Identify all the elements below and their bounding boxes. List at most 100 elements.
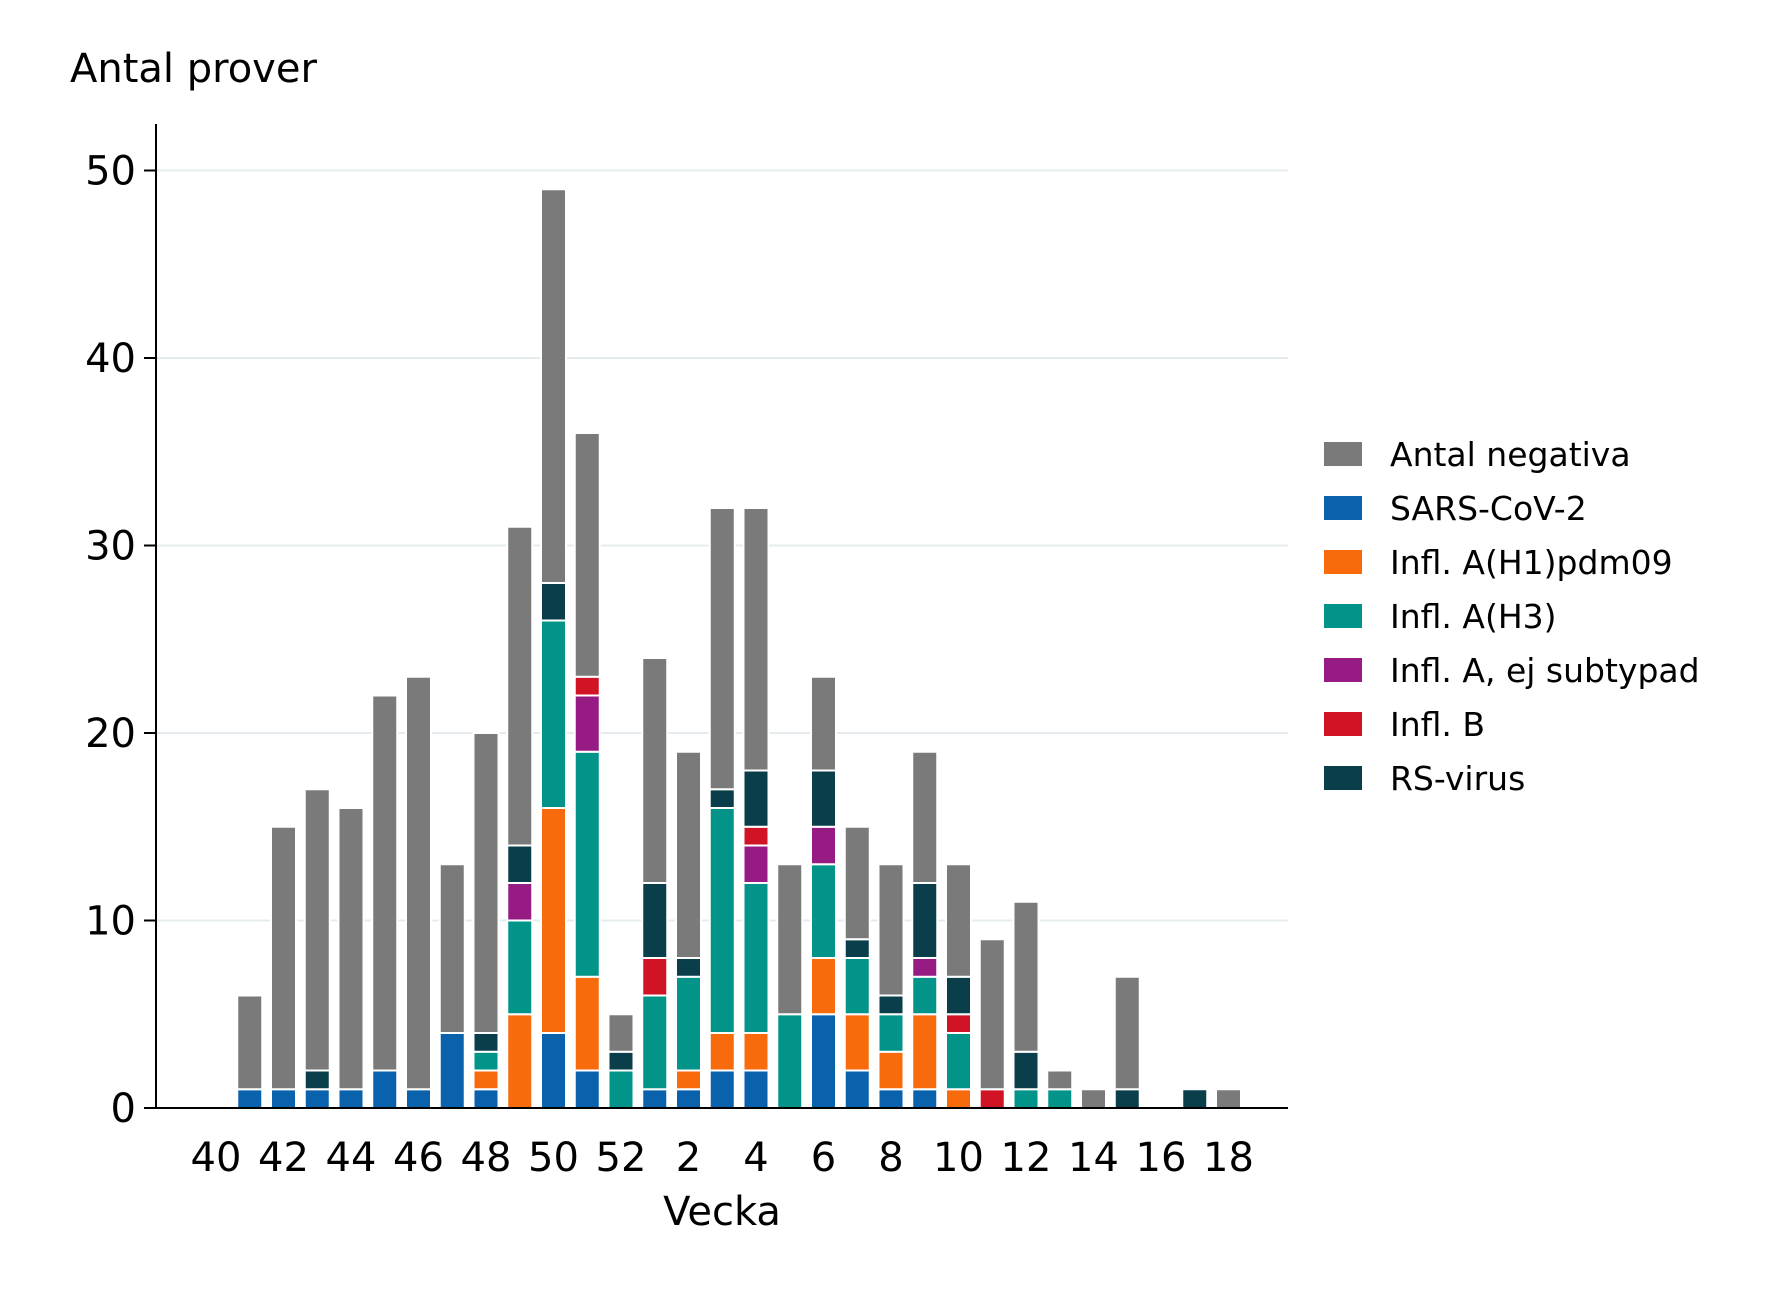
- y-axis-ticks: 0 10 20 30 40 50: [85, 149, 156, 1132]
- legend-swatch: [1324, 766, 1362, 790]
- bar-segment: [641, 882, 669, 959]
- bar-segment: [776, 1013, 804, 1109]
- bar-segment: [810, 863, 837, 959]
- bar-segment: [810, 769, 837, 828]
- bar-segment: [472, 1050, 500, 1072]
- bar-segment: [911, 975, 939, 1016]
- bar-segment: [607, 1050, 635, 1072]
- legend-item: SARS-CoV-2: [1324, 489, 1587, 528]
- bar-segment: [911, 882, 939, 959]
- bar-segment: [270, 1088, 297, 1109]
- bar-segment: [236, 1088, 264, 1109]
- bar-segment: [945, 1088, 972, 1109]
- bar-segment: [810, 1013, 837, 1109]
- bar-segment: [843, 938, 871, 959]
- bar-segment: [472, 1032, 500, 1053]
- bar-segment: [1046, 1069, 1074, 1091]
- legend-label: Infl. A(H1)pdm09: [1390, 543, 1673, 582]
- bar-segment: [1113, 975, 1141, 1091]
- bar-segment: [472, 1088, 500, 1109]
- legend-swatch: [1324, 712, 1362, 736]
- bar-segment: [675, 957, 702, 978]
- y-tick-label: 30: [85, 524, 136, 570]
- bar-segment: [337, 1088, 365, 1109]
- bar-segment: [607, 1069, 635, 1109]
- bar-segment: [1215, 1088, 1242, 1109]
- bar-segment: [472, 732, 500, 1034]
- legend-swatch: [1324, 658, 1362, 682]
- legend-label: RS-virus: [1390, 759, 1525, 798]
- bar-segment: [236, 994, 264, 1091]
- x-tick-label: 40: [191, 1135, 242, 1181]
- bar-segment: [1046, 1088, 1074, 1109]
- bar-segment: [573, 750, 601, 978]
- legend-item: Infl. A(H3): [1324, 597, 1557, 636]
- bar-segment: [742, 507, 770, 772]
- x-tick-label: 4: [743, 1135, 768, 1181]
- bar-segment: [911, 1088, 939, 1109]
- bar-segment: [742, 844, 770, 884]
- bar-segment: [540, 188, 567, 584]
- x-tick-label: 16: [1136, 1135, 1187, 1181]
- bar-segment: [438, 1032, 466, 1109]
- x-tick-label: 8: [878, 1135, 903, 1181]
- x-axis-title: Vecka: [663, 1189, 781, 1235]
- bar-segment: [1080, 1088, 1107, 1109]
- bar-segment: [978, 938, 1006, 1091]
- legend-label: Antal negativa: [1390, 435, 1631, 474]
- bar-segment: [1012, 900, 1040, 1053]
- x-tick-label: 6: [811, 1135, 836, 1181]
- bar-segment: [607, 1013, 635, 1053]
- bar-segment: [641, 957, 669, 997]
- bar-segment: [945, 975, 972, 1016]
- bar-segment: [675, 975, 702, 1072]
- bar-segment: [978, 1088, 1006, 1109]
- bar-segment: [742, 769, 770, 828]
- bar-segment: [810, 825, 837, 866]
- x-tick-label: 46: [393, 1135, 444, 1181]
- bar-segment: [877, 1088, 905, 1109]
- x-tick-label: 10: [933, 1135, 984, 1181]
- y-tick-label: 0: [111, 1086, 136, 1132]
- bar-segment: [337, 807, 365, 1091]
- legend-item: Antal negativa: [1324, 435, 1631, 474]
- bar-segment: [506, 919, 534, 1016]
- legend-label: Infl. A(H3): [1390, 597, 1557, 636]
- bar-segment: [810, 957, 837, 1016]
- bar-segment: [675, 1088, 702, 1109]
- legend-item: RS-virus: [1324, 759, 1525, 798]
- bar-segment: [945, 863, 972, 978]
- bar-segment: [641, 657, 669, 884]
- legend-swatch: [1324, 442, 1362, 466]
- x-tick-label: 48: [461, 1135, 512, 1181]
- axes: [155, 124, 1288, 1109]
- bar-segment: [405, 1088, 432, 1109]
- bar-segment: [438, 863, 466, 1034]
- bar-segment: [303, 788, 331, 1072]
- bar-segment: [843, 957, 871, 1016]
- bar-segment: [675, 1069, 702, 1091]
- bar-segment: [573, 694, 601, 753]
- y-tick-label: 50: [85, 149, 136, 195]
- bar-segment: [371, 1069, 399, 1109]
- bar-segment: [877, 1013, 905, 1053]
- bar-segment: [405, 675, 432, 1091]
- bar-segment: [540, 582, 567, 622]
- x-tick-label: 12: [1001, 1135, 1052, 1181]
- bar-segment: [742, 1069, 770, 1109]
- bar-segment: [573, 432, 601, 678]
- bar-segment: [708, 788, 736, 809]
- bar-segment: [303, 1069, 331, 1091]
- bar-segment: [776, 863, 804, 1016]
- bar-segment: [708, 807, 736, 1034]
- bar-segment: [303, 1088, 331, 1109]
- x-tick-label: 52: [596, 1135, 647, 1181]
- bar-segment: [506, 525, 534, 847]
- bar-segment: [945, 1013, 972, 1034]
- bar-segment: [911, 750, 939, 884]
- bars: [236, 188, 1242, 1109]
- bar-segment: [1012, 1088, 1040, 1109]
- bar-segment: [877, 863, 905, 997]
- bar-segment: [708, 1032, 736, 1072]
